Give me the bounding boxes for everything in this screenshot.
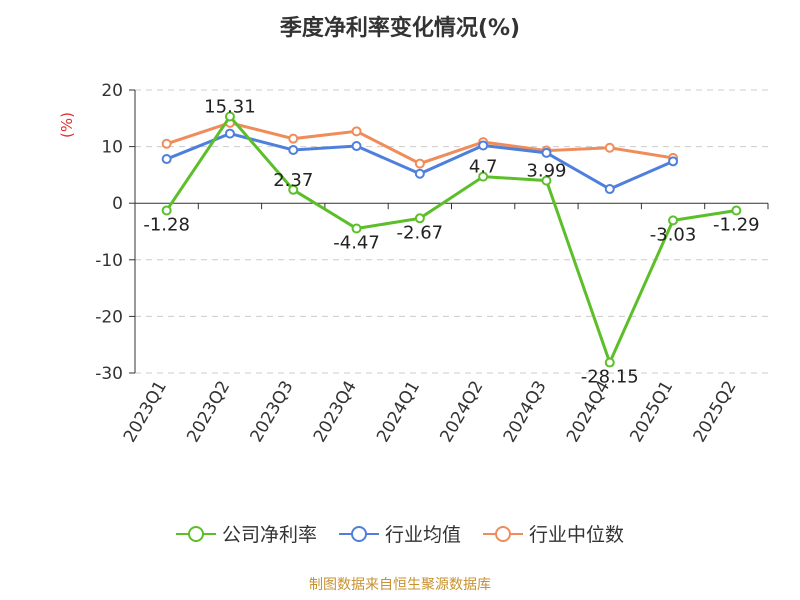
x-tick-label: 2025Q2 [690,378,741,446]
data-label: 4.7 [469,157,498,178]
data-label: -3.03 [650,224,697,245]
data-point [478,171,489,182]
data-label: -4.47 [333,233,380,254]
legend-marker-industry-median-icon [483,525,523,542]
y-tick-label: 20 [101,81,123,101]
data-point [668,156,679,167]
data-point [414,213,425,224]
data-point [604,184,615,195]
legend-label-industry-median: 行业中位数 [529,524,625,546]
x-tick-label: 2023Q2 [183,378,234,446]
legend-marker-industry-mean-icon [338,525,379,542]
data-point [668,215,679,226]
data-point [731,205,742,216]
data-point [288,184,299,195]
x-tick-label: 2024Q2 [436,378,487,446]
x-tick-label: 2023Q1 [120,378,171,446]
data-point [604,357,615,368]
data-label: -28.15 [581,367,639,388]
legend-label-company: 公司净利率 [221,524,317,546]
legend: 公司净利率 行业均值 行业中位数 [0,520,800,547]
data-point [224,128,235,139]
y-axis-label: (%) [58,112,76,138]
data-point [288,133,299,144]
legend-item-industry-mean[interactable]: 行业均值 [338,520,461,547]
data-point [224,111,235,122]
data-point [541,175,552,186]
data-point [478,140,489,151]
data-point [351,126,362,137]
data-point [288,144,299,155]
data-label: 2.37 [273,170,313,191]
data-label: 15.31 [204,97,256,118]
data-label: -1.28 [143,214,190,235]
y-tick-label: -10 [95,251,123,271]
legend-item-industry-median[interactable]: 行业中位数 [483,520,624,547]
data-label: -1.29 [713,215,760,236]
legend-label-industry-mean: 行业均值 [384,524,461,546]
y-tick-label: -30 [95,364,123,384]
data-point [414,168,425,179]
data-point [161,138,172,149]
data-point [414,158,425,169]
x-tick-label: 2024Q4 [563,378,614,446]
source-note: 制图数据来自恒生聚源数据库 [309,577,491,593]
data-point [161,205,172,216]
legend-item-company[interactable]: 公司净利率 [175,520,317,547]
x-tick-label: 2024Q1 [373,378,424,446]
series [161,111,742,368]
axes: 20 10 0 -10 -20 -30 (%) 2023Q1 2023Q2 2023Q3 2023Q… [58,81,769,446]
data-point [351,223,362,234]
data-point [604,142,615,153]
series-line [165,114,737,367]
chart-title: 季度净利率变化情况(%) [279,16,521,41]
x-tick-label: 2023Q4 [310,378,361,446]
x-tick-label: 2024Q3 [500,378,551,446]
y-tick-label: -20 [95,307,123,327]
legend-marker-company-icon [175,525,216,542]
x-tick-label: 2023Q3 [247,378,298,446]
data-point [541,147,552,158]
y-tick-label: 0 [112,194,123,214]
x-tick-label: 2025Q1 [626,378,677,446]
data-labels: -1.28 15.31 2.37 -4.47 -2.67 4.7 3.99 -28.15 -3.… [143,97,759,388]
y-tick-label: 10 [101,138,123,158]
data-point [351,141,362,152]
data-label: -2.67 [397,222,444,243]
data-label: 3.99 [526,161,566,182]
data-point [161,154,172,165]
